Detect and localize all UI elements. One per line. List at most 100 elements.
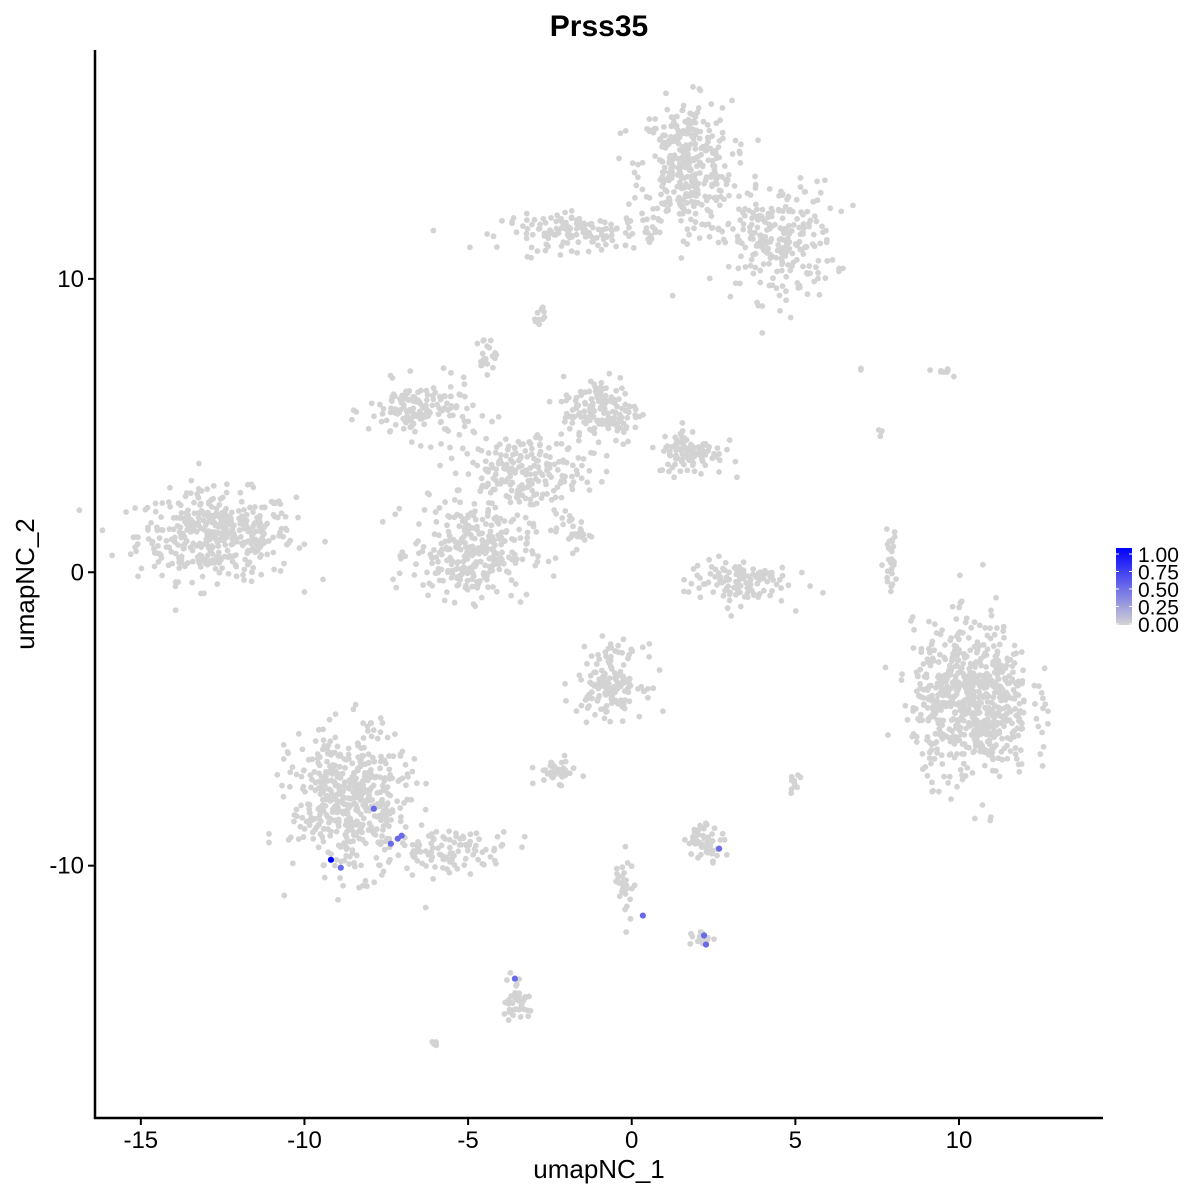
cell-point	[711, 825, 718, 832]
cell-point	[557, 216, 564, 223]
cell-point	[446, 844, 453, 851]
cell-point	[360, 720, 367, 726]
cell-point	[902, 702, 909, 709]
cell-point	[713, 120, 720, 127]
cell-point	[725, 263, 732, 270]
cell-point	[977, 655, 984, 662]
cell-point	[243, 511, 250, 518]
cell-point	[1035, 723, 1042, 730]
cell-point	[448, 561, 455, 568]
cell-point	[680, 438, 686, 445]
cell-point	[838, 208, 845, 215]
cell-point	[191, 510, 198, 517]
cell-point	[371, 758, 378, 765]
cell-point	[226, 530, 232, 537]
cell-point	[620, 701, 627, 707]
cell-point	[340, 843, 347, 850]
cell-point	[679, 154, 685, 161]
cell-point	[535, 553, 541, 560]
cell-point	[578, 702, 585, 709]
cell-point	[345, 755, 352, 762]
cell-point	[478, 485, 485, 491]
cell-point	[289, 860, 296, 867]
cell-point	[669, 443, 676, 450]
cell-point	[738, 569, 745, 575]
cell-point	[815, 257, 822, 264]
cell-point	[327, 832, 334, 839]
cell-point	[760, 587, 767, 594]
cell-point	[321, 742, 328, 749]
cell-point	[238, 498, 245, 505]
cell-point	[790, 222, 797, 228]
cell-point	[707, 570, 714, 577]
cell-point	[747, 192, 754, 198]
cell-point	[382, 806, 389, 813]
cell-point	[280, 741, 287, 748]
cell-point	[628, 863, 635, 870]
cell-point	[989, 754, 996, 761]
cell-point	[517, 535, 524, 541]
cell-point	[640, 217, 646, 224]
cell-point	[742, 244, 749, 251]
cell-point	[732, 458, 739, 465]
cell-point	[962, 685, 969, 692]
cell-point	[529, 550, 536, 557]
cell-point	[301, 541, 308, 548]
cell-point	[573, 467, 580, 474]
cell-point	[953, 643, 960, 650]
cell-point	[673, 113, 680, 120]
cell-point	[692, 131, 699, 138]
cell-point	[936, 691, 943, 697]
cell-point	[442, 836, 448, 842]
cell-point	[397, 818, 404, 825]
expressing-cell-point	[327, 856, 335, 863]
cell-point	[511, 994, 518, 1001]
cell-point	[534, 431, 541, 438]
cell-point	[731, 183, 738, 189]
cell-point	[362, 877, 369, 884]
cell-point	[594, 697, 601, 704]
cell-point	[706, 556, 712, 563]
cell-point	[632, 424, 639, 431]
cell-point	[662, 433, 668, 440]
cell-point	[531, 462, 538, 469]
cell-point	[688, 216, 694, 223]
cell-point	[712, 573, 719, 580]
cell-point	[582, 420, 589, 427]
cell-point	[360, 752, 367, 759]
cell-point	[962, 773, 969, 779]
expressing-cell-point	[511, 975, 518, 982]
cell-point	[200, 517, 207, 524]
cell-point	[277, 529, 283, 536]
cell-point	[387, 428, 394, 434]
cell-point	[454, 560, 461, 566]
cell-point	[766, 282, 773, 289]
cell-point	[1012, 705, 1019, 712]
cell-point	[350, 838, 357, 844]
cell-point	[691, 225, 697, 232]
cell-point	[487, 337, 494, 344]
cell-point	[622, 390, 629, 397]
cell-point	[582, 221, 588, 228]
cell-point	[773, 285, 780, 292]
cell-point	[661, 168, 668, 175]
cell-point	[552, 555, 559, 562]
cell-point	[529, 221, 535, 228]
cell-point	[981, 746, 988, 753]
cell-point	[929, 779, 935, 786]
y-axis-label: umapNC_2	[10, 518, 40, 650]
cell-point	[384, 784, 391, 790]
cell-point	[315, 844, 322, 851]
cell-point	[626, 652, 632, 658]
cell-point	[429, 392, 436, 399]
cell-point	[948, 717, 955, 723]
cell-point	[358, 789, 365, 796]
cell-point	[829, 257, 836, 263]
cell-point	[591, 381, 598, 388]
cell-point	[761, 570, 767, 577]
cell-point	[403, 782, 409, 789]
cell-point	[737, 603, 744, 610]
cell-point	[505, 997, 512, 1003]
cell-point	[706, 837, 713, 844]
cell-point	[514, 512, 521, 519]
